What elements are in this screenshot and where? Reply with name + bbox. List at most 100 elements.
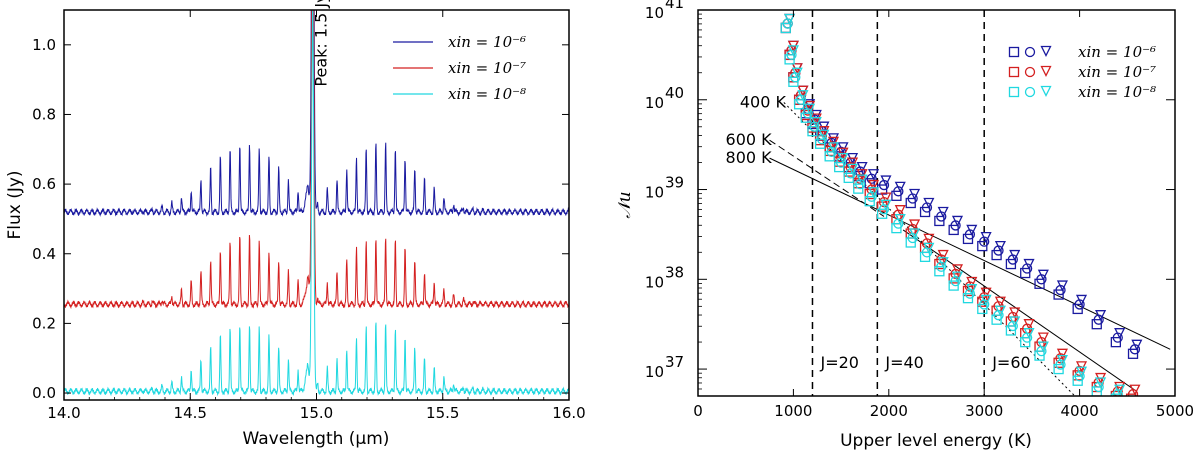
data-point-triangle: [1075, 361, 1088, 373]
data-point-triangle: [867, 169, 880, 181]
data-point-triangle: [810, 117, 822, 129]
spectrum-y-tick-label: 0.2: [32, 314, 56, 332]
data-point-triangle: [1131, 339, 1143, 351]
data-point-triangle: [837, 142, 849, 154]
legend-label-2: xin = 10⁻⁷: [448, 59, 526, 77]
data-point-square: [891, 222, 902, 234]
data-point-square: [780, 22, 791, 34]
population-legend-label-2: xin = 10⁻⁷: [1078, 63, 1156, 81]
j-level-label: J=20: [819, 353, 858, 372]
temperature-fit-label: 800 K: [726, 148, 773, 167]
data-point-square: [1091, 319, 1102, 330]
data-point-triangle: [846, 157, 859, 169]
legend-marker-triangle: [1040, 65, 1052, 77]
spectrum-x-tick-label: 16.0: [552, 404, 585, 422]
spectrum-x-axis-title: Wavelength (μm): [243, 429, 390, 449]
data-point-triangle: [1129, 384, 1141, 396]
data-point-triangle: [966, 284, 978, 296]
data-point-square: [1005, 258, 1017, 270]
data-point-square: [853, 183, 864, 194]
data-point-triangle: [1009, 249, 1021, 262]
data-point-square: [876, 208, 888, 219]
level-population-x-axis-title: Upper level energy (K): [840, 431, 1032, 451]
data-point-square: [793, 99, 805, 110]
data-point-triangle: [1114, 381, 1126, 393]
data-point-square: [824, 151, 835, 162]
data-point-triangle: [980, 287, 992, 299]
spectrum-line-1: [64, 10, 569, 217]
data-point-triangle: [937, 249, 949, 262]
data-point-triangle: [867, 187, 880, 199]
spectrum-annotations: Peak: 1.5 Jy: [312, 0, 331, 87]
data-point-square: [1053, 289, 1064, 300]
data-point-square: [1110, 390, 1122, 396]
j-level-label: J=40: [884, 353, 923, 372]
temperature-fit-label: 600 K: [726, 130, 773, 149]
data-point-square: [784, 54, 795, 65]
legend-label-1: xin = 10⁻⁶: [448, 33, 526, 51]
legend-marker-square: [1008, 66, 1020, 78]
population-legend-label-1: xin = 10⁻⁶: [1078, 43, 1156, 61]
data-point-triangle: [827, 133, 840, 145]
population-y-tick-label-base: 10: [645, 363, 664, 381]
data-point-square: [905, 237, 916, 248]
level-population-legend: xin = 10⁻⁶ xin = 10⁻⁷ xin = 10⁻⁸: [1008, 43, 1156, 101]
population-x-tick-label: 1000: [774, 402, 812, 420]
data-point-triangle: [818, 129, 830, 141]
data-point-square: [800, 112, 811, 123]
data-point-triangle: [1037, 332, 1049, 344]
legend-marker-circle: [1024, 66, 1036, 78]
data-point-square: [834, 161, 845, 173]
data-point-triangle: [1023, 319, 1035, 331]
data-point-square: [991, 249, 1002, 261]
data-point-square: [948, 224, 959, 236]
data-point-square: [814, 138, 826, 149]
legend-marker-square: [1008, 46, 1020, 58]
population-y-tick-label-exp: 38: [665, 263, 684, 281]
spectrum-y-tick-label: 0.8: [32, 105, 56, 123]
data-point-square: [1020, 267, 1031, 279]
data-point-square: [1072, 303, 1083, 315]
data-point-triangle: [909, 228, 921, 240]
spectrum-y-tick-label: 0.4: [32, 245, 56, 263]
legend-marker-circle: [1024, 46, 1036, 58]
data-point-square: [1127, 348, 1139, 359]
data-point-triangle: [837, 152, 849, 165]
data-point-triangle: [810, 109, 822, 121]
data-point-triangle: [923, 197, 935, 209]
data-point-triangle: [937, 257, 949, 269]
data-point-triangle: [894, 181, 906, 193]
data-point-triangle: [1056, 354, 1068, 367]
spectrum-x-tick-label: 14.5: [174, 404, 207, 422]
data-point-triangle: [1009, 307, 1021, 319]
data-point-triangle: [951, 264, 964, 276]
data-point-square: [1020, 336, 1031, 348]
data-point-triangle: [1023, 258, 1035, 270]
spectrum-x-tick-label: 15.5: [426, 404, 459, 422]
spectrum-line-2: [64, 10, 569, 310]
data-point-square: [1110, 393, 1122, 396]
data-point-triangle: [1037, 269, 1049, 281]
data-point-triangle: [846, 163, 859, 175]
data-point-triangle: [1037, 341, 1049, 353]
spectrum-line-3: [64, 10, 569, 397]
data-point-square: [905, 197, 916, 209]
data-point-square: [807, 126, 818, 137]
data-point-triangle: [804, 100, 816, 113]
population-y-tick-label-base: 10: [645, 273, 664, 291]
data-point-square: [1034, 350, 1045, 361]
data-point-triangle: [980, 231, 992, 244]
legend-label-3: xin = 10⁻⁸: [448, 85, 526, 103]
data-point-triangle: [804, 103, 816, 115]
data-point-triangle: [1114, 328, 1126, 340]
spectrum-x-tick-label: 14.0: [47, 404, 80, 422]
data-point-triangle: [867, 179, 880, 191]
data-point-square: [934, 215, 945, 227]
data-point-square: [919, 206, 931, 218]
data-point-square: [948, 280, 959, 291]
data-point-triangle: [980, 294, 992, 306]
data-point-square: [1034, 278, 1045, 289]
population-x-tick-label: 5000: [1156, 402, 1194, 420]
data-point-square: [1091, 386, 1102, 396]
